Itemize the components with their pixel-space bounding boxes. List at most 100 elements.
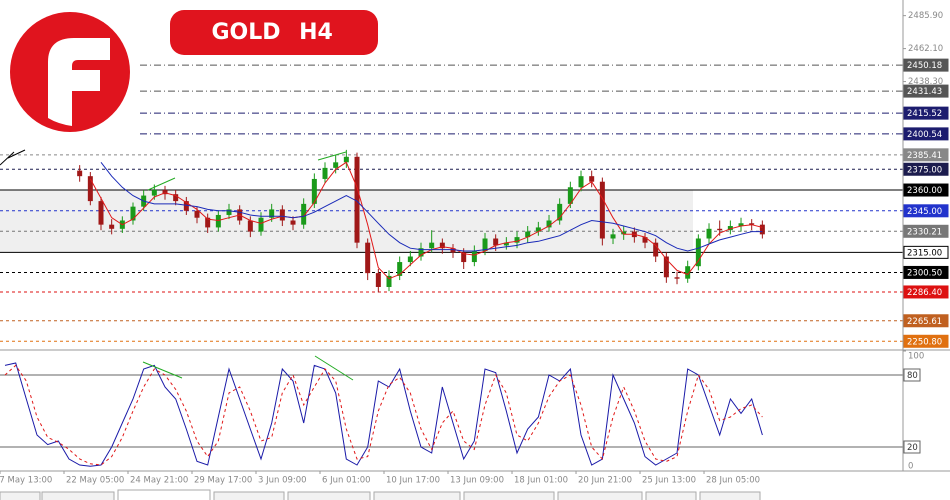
tab[interactable] <box>699 491 761 500</box>
tab[interactable] <box>645 491 697 500</box>
level-label: 2375.00 <box>907 165 942 175</box>
candle-body <box>450 248 456 253</box>
y-tick-label: 2485.90 <box>908 11 943 21</box>
candle-body <box>215 214 221 228</box>
candle-body <box>173 194 179 202</box>
candle-body <box>599 181 605 239</box>
stoch-level-box <box>903 440 921 454</box>
level-label: 2360.00 <box>907 186 942 196</box>
level-label: 2400.54 <box>907 130 942 140</box>
candle-body <box>461 252 467 263</box>
level-label-box <box>903 224 949 238</box>
candle-body <box>354 156 360 243</box>
tab[interactable] <box>287 491 371 500</box>
candle-body <box>567 187 573 204</box>
candle-body <box>247 220 253 232</box>
candle-body <box>642 237 648 243</box>
divergence-line <box>317 151 347 161</box>
x-tick-label: 28 Jun 05:00 <box>706 476 760 486</box>
level-label: 2431.43 <box>907 87 942 97</box>
candle-body <box>375 273 381 287</box>
stoch-level-label: 80 <box>907 371 918 381</box>
level-label: 2300.50 <box>907 268 942 278</box>
level-label-box <box>903 162 949 176</box>
candle-body <box>130 206 136 221</box>
level-label-box <box>903 127 949 141</box>
tab[interactable] <box>0 491 41 500</box>
level-label-box <box>903 106 949 120</box>
divergence-line <box>314 355 354 381</box>
candle-body <box>407 256 413 263</box>
candle-body <box>482 238 488 251</box>
symbol: GOLD <box>211 20 280 45</box>
candle-body <box>301 203 307 225</box>
candle-body <box>183 201 189 211</box>
candle-body <box>525 231 531 238</box>
candle-body <box>205 217 211 228</box>
timeframe: H4 <box>299 20 333 45</box>
logo <box>0 0 140 138</box>
candle-body <box>535 227 541 232</box>
level-label: 2415.52 <box>907 109 942 119</box>
level-label: 2330.21 <box>907 227 942 237</box>
decor-lines <box>0 149 354 381</box>
tab[interactable] <box>117 489 211 500</box>
candle-body <box>621 231 627 235</box>
candle-body <box>439 242 445 249</box>
tab[interactable] <box>213 491 285 500</box>
candle-body <box>397 262 403 276</box>
level-label: 2315.00 <box>907 248 942 258</box>
candle-body <box>333 162 339 168</box>
tab[interactable] <box>41 491 115 500</box>
candle-body <box>311 178 317 204</box>
candle-body <box>717 228 723 231</box>
moving-average <box>89 161 763 280</box>
level-label-box <box>903 204 949 218</box>
moving-average <box>100 161 763 252</box>
tab[interactable] <box>463 491 555 500</box>
level-label: 2250.80 <box>907 337 942 347</box>
x-tick-label: 13 Jun 09:00 <box>450 476 504 486</box>
candle-body <box>386 275 392 287</box>
zone <box>0 190 693 253</box>
drawing <box>7 149 26 159</box>
stoch-level-box <box>903 368 921 382</box>
badge-background <box>170 10 378 55</box>
plot-area <box>0 64 903 467</box>
level-label-box <box>903 58 949 72</box>
candle-body <box>727 226 733 231</box>
x-tick-label: 25 Jun 13:00 <box>642 476 696 486</box>
candle-body <box>429 242 435 249</box>
tab[interactable] <box>373 491 461 500</box>
x-tick-label: 6 Jun 01:00 <box>322 476 371 486</box>
tab[interactable] <box>557 491 643 500</box>
candle-body <box>493 238 499 246</box>
candle-body <box>706 228 712 239</box>
candle-body <box>557 203 563 221</box>
candle-body <box>695 238 701 267</box>
x-tick-label: 18 Jun 01:00 <box>514 476 568 486</box>
candle-body <box>759 224 765 235</box>
candle-body <box>471 250 477 263</box>
candle-body <box>610 234 616 239</box>
stoch-level-label: 20 <box>907 443 918 453</box>
stochastic-line <box>4 362 763 467</box>
x-tick-label: 17 May 13:00 <box>0 476 52 486</box>
divergence-line <box>142 361 183 379</box>
stoch-tick-label: 100 <box>908 352 924 362</box>
candle-body <box>258 217 264 232</box>
stoch-tick-label: 0 <box>908 462 913 472</box>
level-label: 2450.18 <box>907 61 942 71</box>
drawing <box>0 151 15 166</box>
candle-body <box>269 209 275 218</box>
level-label: 2286.40 <box>907 288 942 298</box>
candle-body <box>578 176 584 188</box>
candle-body <box>77 170 83 177</box>
stochastic-line <box>4 364 763 466</box>
x-tick-label: 10 Jun 17:00 <box>386 476 440 486</box>
level-label: 2345.00 <box>907 207 942 217</box>
tab-bar <box>0 489 761 500</box>
candle-body <box>685 266 691 279</box>
candle-body <box>98 201 104 225</box>
